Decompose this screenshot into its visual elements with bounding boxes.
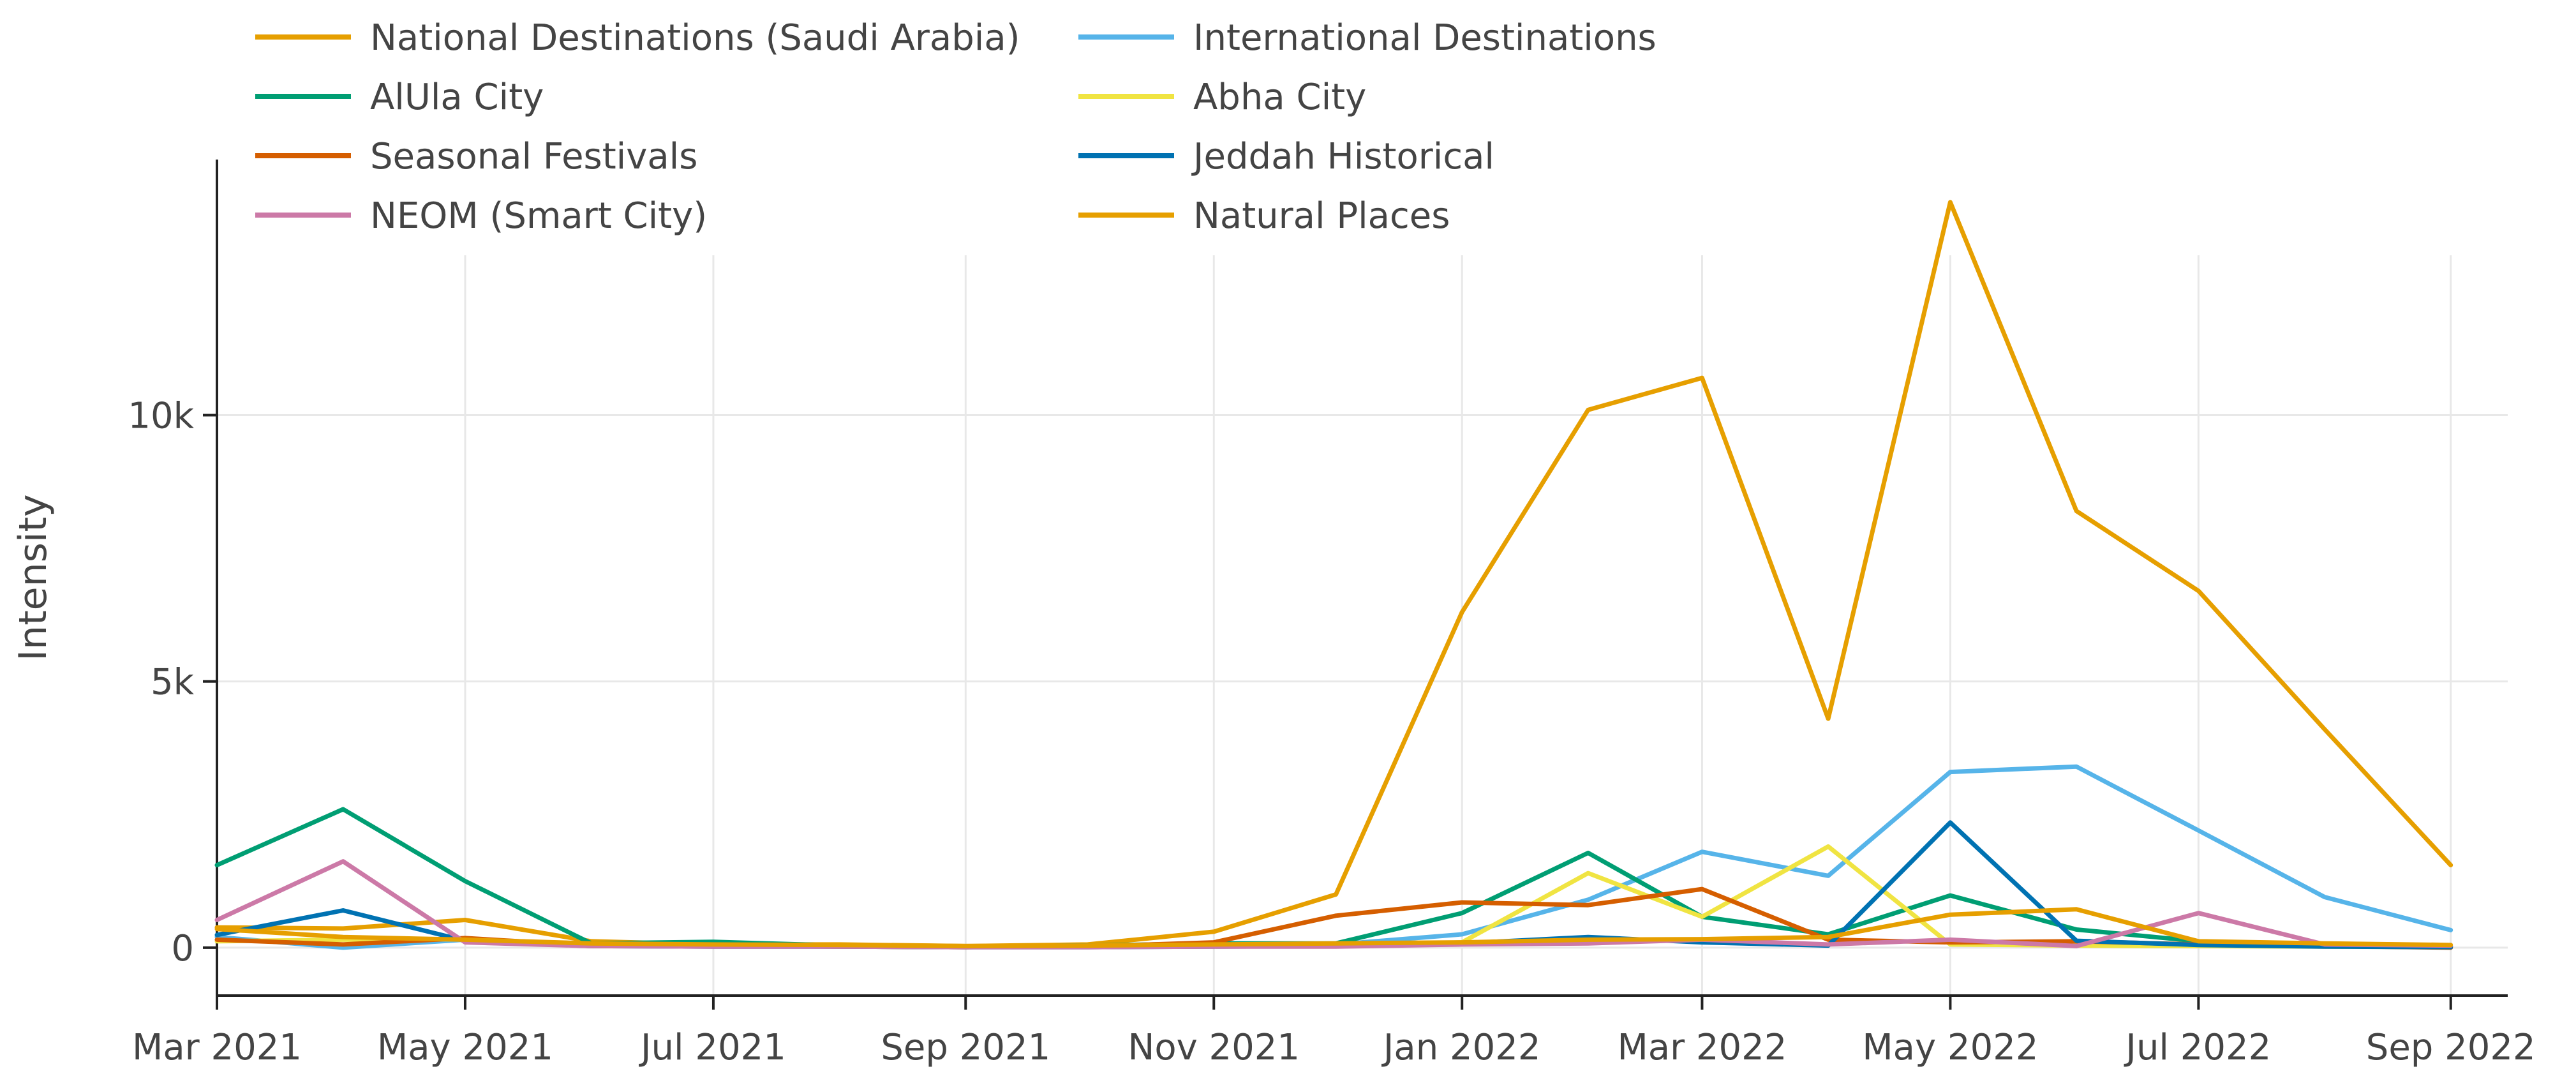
legend-item[interactable]: Natural Places	[1078, 195, 1450, 237]
legend-item[interactable]: NEOM (Smart City)	[255, 195, 707, 237]
x-tick-label: May 2021	[377, 1027, 553, 1068]
x-tick-label: Sep 2022	[2366, 1027, 2536, 1068]
y-tick-label: 10k	[128, 396, 194, 437]
axes	[216, 160, 2508, 997]
x-tick-label: Jul 2021	[639, 1027, 786, 1068]
series-line-5[interactable]	[214, 820, 2453, 950]
gridlines	[217, 255, 2508, 996]
legend[interactable]: National Destinations (Saudi Arabia) Inte…	[255, 17, 1657, 237]
legend-label: International Destinations	[1193, 17, 1657, 59]
series-line-0[interactable]	[214, 200, 2453, 948]
legend-item[interactable]: Jeddah Historical	[1078, 136, 1494, 177]
x-axis-ticks: Mar 2021 May 2021 Jul 2021 Sep 2021 Nov 2021…	[132, 996, 2536, 1068]
legend-item[interactable]: Abha City	[1078, 77, 1366, 118]
legend-label: Seasonal Festivals	[370, 136, 697, 177]
x-tick-label: May 2022	[1862, 1027, 2038, 1068]
legend-item[interactable]: AlUla City	[255, 77, 544, 118]
legend-label: National Destinations (Saudi Arabia)	[370, 17, 1020, 59]
legend-label: AlUla City	[370, 77, 544, 118]
legend-item[interactable]: Seasonal Festivals	[255, 136, 697, 177]
y-axis-title: Intensity	[11, 494, 56, 661]
series-line-2[interactable]	[214, 807, 2453, 949]
x-tick-label: Jan 2022	[1381, 1027, 1541, 1068]
y-tick-label: 0	[171, 928, 194, 969]
series-line-7[interactable]	[214, 907, 2453, 948]
y-tick-label: 5k	[151, 662, 195, 703]
legend-label: Jeddah Historical	[1191, 136, 1494, 177]
series-lines	[214, 200, 2453, 950]
legend-label: Abha City	[1193, 77, 1366, 118]
x-tick-label: Jul 2022	[2124, 1027, 2271, 1068]
x-tick-label: Mar 2021	[132, 1027, 302, 1068]
legend-item[interactable]: National Destinations (Saudi Arabia)	[255, 17, 1020, 59]
x-tick-label: Nov 2021	[1128, 1027, 1300, 1068]
legend-label: Natural Places	[1193, 195, 1450, 237]
x-tick-label: Sep 2021	[881, 1027, 1050, 1068]
legend-label: NEOM (Smart City)	[370, 195, 707, 237]
x-tick-label: Mar 2022	[1617, 1027, 1787, 1068]
legend-item[interactable]: International Destinations	[1078, 17, 1657, 59]
y-axis-ticks: 0 5k 10k	[128, 396, 217, 969]
series-line-6[interactable]	[214, 859, 2453, 950]
